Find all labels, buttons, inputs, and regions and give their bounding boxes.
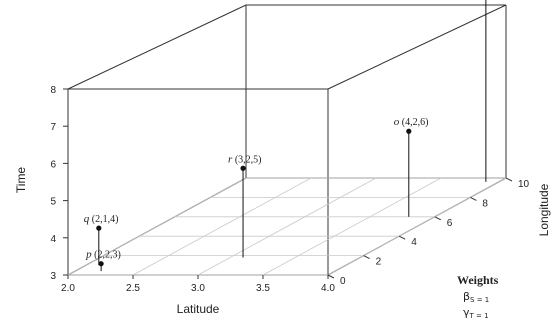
data-points: p (2,2,3)q (2,1,4)r (3,2,5)o (4,2,6)s (4…	[84, 0, 487, 272]
point-q	[96, 225, 102, 231]
point-name-o: o	[394, 116, 400, 128]
y-axis-title: Longitude	[537, 183, 551, 236]
x-tick-label-1: 2.5	[126, 283, 140, 294]
legend-item-gamma: γT = 1	[463, 306, 489, 320]
floor-grid	[67, 177, 507, 276]
floor-grid-line-x-0	[67, 177, 247, 276]
point-coords-r: (3,2,5)	[232, 154, 261, 165]
point-label-p: p (2,2,3)	[85, 249, 121, 261]
right-top-depth-edge	[327, 4, 507, 90]
x-tick-label-2: 3.0	[191, 283, 205, 294]
point-name-q: q	[84, 213, 90, 225]
point-r	[240, 165, 246, 171]
plot-box	[67, 4, 507, 276]
floor-grid-line-x-1	[132, 177, 312, 276]
y-tick-mark-1	[363, 255, 370, 260]
y-tick-label-4: 8	[482, 198, 488, 209]
z-tick-label-0: 3	[50, 271, 56, 282]
point-label-o: o (4,2,6)	[394, 116, 429, 128]
x-tick-label-0: 2.0	[61, 283, 75, 294]
y-tick-label-3: 6	[447, 218, 453, 229]
point-name-p: p	[85, 249, 92, 261]
z-tick-label-5: 8	[50, 85, 56, 96]
weights-legend: Weights βS = 1 γT = 1	[457, 273, 499, 320]
y-tick-mark-2	[398, 235, 406, 240]
y-axis-ticks: 0 2 4 6 8 10	[327, 177, 530, 287]
y-tick-mark-3	[434, 216, 442, 221]
point-name-r: r	[228, 153, 233, 165]
point-label-r: r (3,2,5)	[228, 153, 261, 165]
point-o	[406, 128, 412, 134]
z-tick-label-2: 5	[50, 197, 56, 208]
y-tick-mark-5	[505, 177, 513, 182]
y-tick-label-2: 4	[411, 237, 417, 248]
point-p	[98, 261, 104, 267]
y-tick-label-5: 10	[518, 179, 530, 190]
floor-grid-line-x-2	[197, 177, 377, 276]
z-axis-ticks: 3 4 5 6 7 8	[50, 85, 68, 282]
x-tick-label-3: 3.5	[256, 283, 270, 294]
floor-grid-line-x-3	[262, 177, 442, 276]
point-coords-o: (4,2,6)	[399, 117, 428, 128]
point-label-q: q (2,1,4)	[84, 213, 119, 225]
legend-sub-gamma: T = 1	[469, 312, 489, 320]
legend-title: Weights	[457, 273, 499, 287]
x-axis-ticks: 2.0 2.5 3.0 3.5 4.0	[61, 275, 335, 294]
legend-symbol-gamma: γ	[463, 306, 470, 319]
legend-sub-beta: S = 1	[470, 296, 489, 304]
z-axis-title: Time	[14, 167, 28, 194]
point-coords-q: (2,1,4)	[89, 214, 118, 225]
y-tick-mark-0	[327, 274, 335, 279]
left-top-depth-edge	[67, 4, 247, 90]
point-coords-p: (2,2,3)	[92, 250, 121, 261]
z-tick-label-1: 4	[50, 234, 56, 245]
floor-grid-line-x-4	[327, 177, 507, 276]
x-axis-title: Latitude	[177, 302, 220, 316]
z-tick-label-3: 6	[50, 159, 56, 170]
x-tick-label-4: 4.0	[321, 283, 335, 294]
y-tick-label-0: 0	[340, 276, 346, 287]
y-tick-label-1: 2	[376, 257, 382, 268]
legend-item-beta: βS = 1	[463, 290, 489, 304]
y-tick-mark-4	[470, 196, 477, 201]
legend-symbol-beta: β	[463, 290, 470, 303]
z-tick-label-4: 7	[50, 122, 56, 133]
